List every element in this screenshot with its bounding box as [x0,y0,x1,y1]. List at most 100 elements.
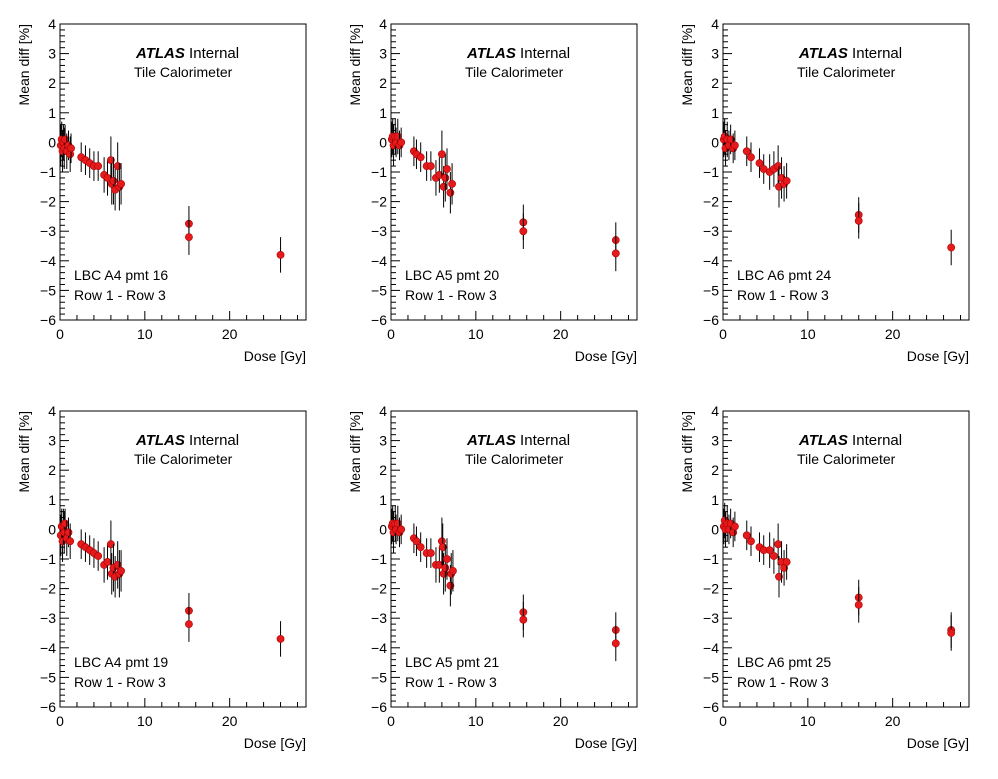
x-tick-label: 0 [387,326,395,342]
x-axis-title: Dose [Gy] [244,348,306,364]
channel-label: LBC A5 pmt 21 [405,654,499,670]
atlas-brand: ATLAS [798,432,848,449]
y-tick-label: −5 [371,669,387,685]
atlas-status: Internal [848,45,902,62]
data-point [397,138,406,147]
y-tick-label: 3 [379,46,387,62]
data-point [446,581,455,590]
x-tick-label: 10 [800,713,816,729]
y-tick-label: −2 [40,581,56,597]
y-tick-label: 3 [48,46,56,62]
data-point [947,629,956,637]
data-point [103,558,112,566]
data-point [519,227,528,236]
x-axis-title: Dose [Gy] [575,348,637,364]
data-point [782,558,791,566]
data-point [94,162,103,170]
data-point [446,188,455,197]
data-point [426,549,435,557]
data-point [66,537,75,546]
y-tick-label: 2 [48,462,56,478]
y-tick-label: 4 [711,403,719,419]
atlas-label: ATLAS Internal [466,432,570,449]
data-point [774,540,783,549]
x-tick-label: 10 [137,326,153,342]
y-tick-label: −5 [703,282,719,298]
data-point [611,249,620,258]
y-axis-title: Mean diff [%] [16,411,32,492]
channel-label: LBC A4 pmt 16 [74,267,168,283]
x-axis-title: Dose [Gy] [907,348,969,364]
y-tick-label: −6 [371,699,387,715]
x-tick-label: 10 [468,713,484,729]
x-tick-label: 20 [553,713,569,729]
x-tick-label: 0 [56,326,64,342]
data-point [439,182,448,191]
y-tick-label: 0 [711,521,719,537]
data-point [416,543,425,552]
y-tick-label: −4 [371,640,387,656]
y-tick-label: 3 [48,433,56,449]
y-tick-label: −1 [703,551,719,567]
atlas-status: Internal [185,45,239,62]
atlas-status: Internal [848,432,902,449]
atlas-brand: ATLAS [466,45,516,62]
row-label: Row 1 - Row 3 [737,674,829,690]
data-point [765,546,774,555]
chart-panel-2: −6 −5 −4 −3 −2 −1 0 1 2 3 4 0 10 20 Dose [Gy] Mean diff… [347,16,638,364]
y-tick-label: −1 [703,164,719,180]
atlas-brand: ATLAS [466,432,516,449]
y-tick-label: −5 [703,669,719,685]
y-tick-label: −1 [371,164,387,180]
channel-label: LBC A5 pmt 20 [405,267,499,283]
data-point [426,162,435,170]
data-point [276,635,285,643]
detector-label: Tile Calorimeter [134,64,233,80]
y-tick-label: 2 [379,75,387,91]
y-tick-label: −5 [40,282,56,298]
atlas-label: ATLAS Internal [798,45,902,62]
x-tick-label: 10 [800,326,816,342]
data-point [106,156,115,165]
chart-panel-6: −6 −5 −4 −3 −2 −1 0 1 2 3 4 0 10 20 Dose [Gy] Mean diff… [679,403,970,751]
y-tick-label: 3 [711,46,719,62]
channel-label: LBC A4 pmt 19 [74,654,168,670]
data-point [412,537,421,546]
y-tick-label: −2 [40,194,56,210]
x-tick-label: 20 [222,326,238,342]
data-point [782,176,791,185]
x-tick-label: 20 [222,713,238,729]
y-tick-label: −2 [703,194,719,210]
y-tick-label: −5 [371,282,387,298]
y-tick-label: 2 [711,462,719,478]
data-point [185,233,193,242]
data-point [109,176,118,185]
y-tick-label: −3 [40,223,56,239]
y-tick-label: −6 [703,699,719,715]
data-point [747,537,755,546]
atlas-label: ATLAS Internal [135,45,239,62]
x-tick-label: 0 [56,713,64,729]
atlas-status: Internal [185,432,239,449]
row-label: Row 1 - Row 3 [74,287,166,303]
x-tick-label: 0 [719,326,727,342]
y-tick-label: 1 [379,492,387,508]
data-point [117,566,125,575]
y-tick-label: −4 [371,253,387,269]
y-tick-label: −6 [703,312,719,328]
y-tick-label: −2 [371,194,387,210]
data-point [61,519,69,528]
y-tick-label: 0 [379,521,387,537]
data-point [854,600,863,609]
data-point [397,525,406,534]
y-tick-label: 2 [48,75,56,91]
y-tick-label: −2 [703,581,719,597]
y-tick-label: 4 [379,403,387,419]
chart-panel-3: −6 −5 −4 −3 −2 −1 0 1 2 3 4 0 10 20 Dose [Gy] Mean diff… [679,16,970,364]
y-tick-label: 4 [48,403,56,419]
data-point [64,528,73,537]
y-tick-label: −4 [40,640,56,656]
y-tick-label: −4 [703,640,719,656]
x-tick-label: 0 [719,713,727,729]
